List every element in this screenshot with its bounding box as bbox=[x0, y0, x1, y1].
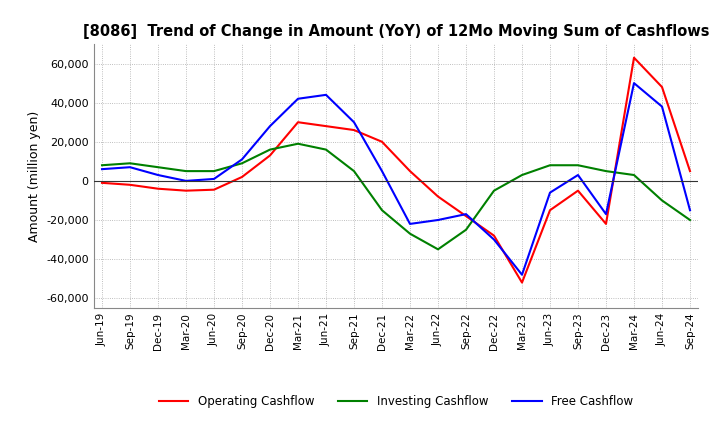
Free Cashflow bbox=[153, 172, 162, 178]
Operating Cashflow bbox=[126, 182, 135, 187]
Operating Cashflow bbox=[433, 194, 442, 199]
Operating Cashflow bbox=[546, 208, 554, 213]
Free Cashflow bbox=[294, 96, 302, 101]
Free Cashflow bbox=[518, 272, 526, 277]
Investing Cashflow bbox=[518, 172, 526, 178]
Title: [8086]  Trend of Change in Amount (YoY) of 12Mo Moving Sum of Cashflows: [8086] Trend of Change in Amount (YoY) o… bbox=[83, 24, 709, 39]
Investing Cashflow bbox=[405, 231, 414, 236]
Investing Cashflow bbox=[210, 169, 218, 174]
Operating Cashflow bbox=[490, 233, 498, 238]
Free Cashflow bbox=[405, 221, 414, 227]
Free Cashflow bbox=[350, 120, 359, 125]
Free Cashflow bbox=[210, 176, 218, 182]
Investing Cashflow bbox=[490, 188, 498, 193]
Investing Cashflow bbox=[602, 169, 611, 174]
Free Cashflow bbox=[546, 190, 554, 195]
Investing Cashflow bbox=[378, 208, 387, 213]
Free Cashflow bbox=[126, 165, 135, 170]
Investing Cashflow bbox=[266, 147, 274, 152]
Free Cashflow bbox=[322, 92, 330, 98]
Investing Cashflow bbox=[181, 169, 190, 174]
Operating Cashflow bbox=[518, 280, 526, 285]
Operating Cashflow bbox=[98, 180, 107, 186]
Investing Cashflow bbox=[294, 141, 302, 147]
Operating Cashflow bbox=[462, 213, 470, 219]
Operating Cashflow bbox=[294, 120, 302, 125]
Investing Cashflow bbox=[98, 163, 107, 168]
Investing Cashflow bbox=[153, 165, 162, 170]
Investing Cashflow bbox=[433, 247, 442, 252]
Investing Cashflow bbox=[322, 147, 330, 152]
Free Cashflow bbox=[602, 212, 611, 217]
Line: Operating Cashflow: Operating Cashflow bbox=[102, 58, 690, 282]
Investing Cashflow bbox=[574, 163, 582, 168]
Investing Cashflow bbox=[350, 169, 359, 174]
Free Cashflow bbox=[574, 172, 582, 178]
Operating Cashflow bbox=[266, 153, 274, 158]
Investing Cashflow bbox=[462, 227, 470, 232]
Operating Cashflow bbox=[602, 221, 611, 227]
Operating Cashflow bbox=[153, 186, 162, 191]
Operating Cashflow bbox=[350, 128, 359, 133]
Free Cashflow bbox=[490, 237, 498, 242]
Operating Cashflow bbox=[210, 187, 218, 192]
Legend: Operating Cashflow, Investing Cashflow, Free Cashflow: Operating Cashflow, Investing Cashflow, … bbox=[154, 391, 638, 413]
Free Cashflow bbox=[657, 104, 666, 109]
Operating Cashflow bbox=[405, 169, 414, 174]
Operating Cashflow bbox=[685, 169, 694, 174]
Line: Investing Cashflow: Investing Cashflow bbox=[102, 144, 690, 249]
Free Cashflow bbox=[462, 212, 470, 217]
Free Cashflow bbox=[630, 81, 639, 86]
Investing Cashflow bbox=[126, 161, 135, 166]
Free Cashflow bbox=[266, 124, 274, 129]
Free Cashflow bbox=[238, 157, 246, 162]
Operating Cashflow bbox=[322, 124, 330, 129]
Free Cashflow bbox=[378, 169, 387, 174]
Free Cashflow bbox=[181, 178, 190, 183]
Line: Free Cashflow: Free Cashflow bbox=[102, 83, 690, 275]
Investing Cashflow bbox=[238, 161, 246, 166]
Investing Cashflow bbox=[685, 217, 694, 223]
Operating Cashflow bbox=[574, 188, 582, 193]
Operating Cashflow bbox=[378, 139, 387, 144]
Free Cashflow bbox=[98, 166, 107, 172]
Investing Cashflow bbox=[546, 163, 554, 168]
Operating Cashflow bbox=[657, 84, 666, 90]
Operating Cashflow bbox=[630, 55, 639, 60]
Free Cashflow bbox=[433, 217, 442, 223]
Free Cashflow bbox=[685, 208, 694, 213]
Operating Cashflow bbox=[181, 188, 190, 193]
Investing Cashflow bbox=[657, 198, 666, 203]
Investing Cashflow bbox=[630, 172, 639, 178]
Operating Cashflow bbox=[238, 174, 246, 180]
Y-axis label: Amount (million yen): Amount (million yen) bbox=[27, 110, 40, 242]
